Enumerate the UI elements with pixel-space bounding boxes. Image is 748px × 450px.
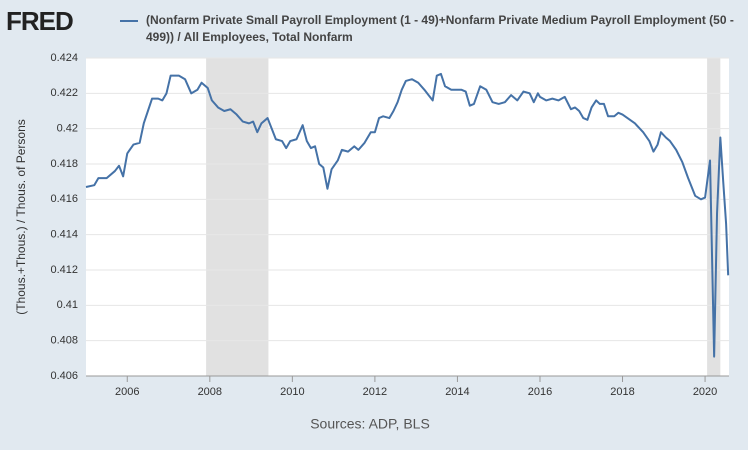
y-tick-label: 0.41 — [57, 299, 78, 311]
x-tick-label: 2010 — [280, 386, 304, 398]
legend-label: (Nonfarm Private Small Payroll Employmen… — [146, 13, 734, 44]
source: Sources: ADP, BLS — [310, 416, 430, 432]
y-axis-label: (Thous.+Thous.) / Thous. of Persons — [14, 119, 28, 315]
line — [85, 72, 730, 358]
y-tick-label: 0.412 — [50, 264, 78, 276]
logo: FRED — [6, 6, 74, 36]
y-tick-label: 0.406 — [50, 370, 78, 382]
y-tick-label: 0.408 — [50, 335, 78, 347]
y-tick-label: 0.42 — [57, 123, 78, 135]
recession-shade — [707, 58, 721, 376]
x-tick-label: 2016 — [528, 386, 552, 398]
x-tick-label: 2014 — [445, 386, 469, 398]
legend: (Nonfarm Private Small Payroll Employmen… — [120, 12, 746, 46]
y-tick-label: 0.422 — [50, 87, 78, 99]
plot-area — [86, 58, 729, 376]
y-tick-label: 0.416 — [50, 193, 78, 205]
x-tick-label: 2008 — [198, 386, 222, 398]
x-tick-label: 2018 — [610, 386, 634, 398]
x-tick-label: 2020 — [693, 386, 717, 398]
y-tick-label: 0.424 — [50, 52, 78, 64]
legend-swatch — [120, 20, 138, 22]
x-tick-label: 2012 — [363, 386, 387, 398]
y-tick-label: 0.414 — [50, 229, 78, 241]
recession-shade — [206, 58, 269, 376]
y-tick-label: 0.418 — [50, 158, 78, 170]
x-tick-label: 2006 — [115, 386, 139, 398]
